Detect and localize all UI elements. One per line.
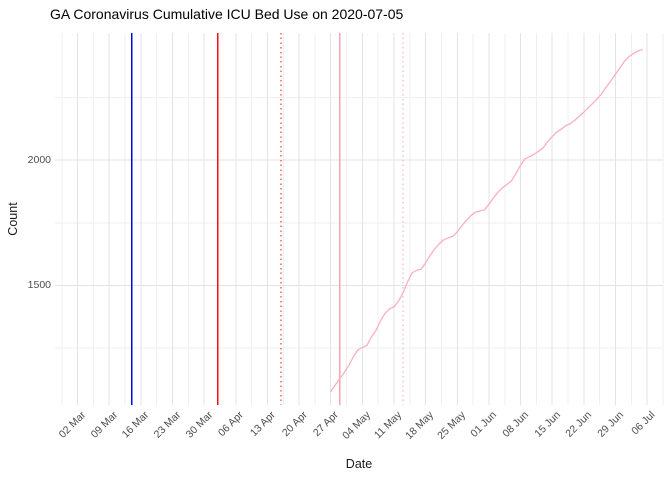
- event-vlines: [131, 33, 404, 405]
- x-axis-title: Date: [345, 457, 373, 471]
- chart-title: GA Coronavirus Cumulative ICU Bed Use on…: [50, 6, 404, 22]
- data-series-line: [330, 48, 643, 393]
- y-axis-title: Count: [6, 202, 20, 236]
- major-gridlines: [55, 33, 663, 405]
- cumulative-icu-line: [330, 48, 643, 393]
- minor-gridlines: [55, 33, 664, 405]
